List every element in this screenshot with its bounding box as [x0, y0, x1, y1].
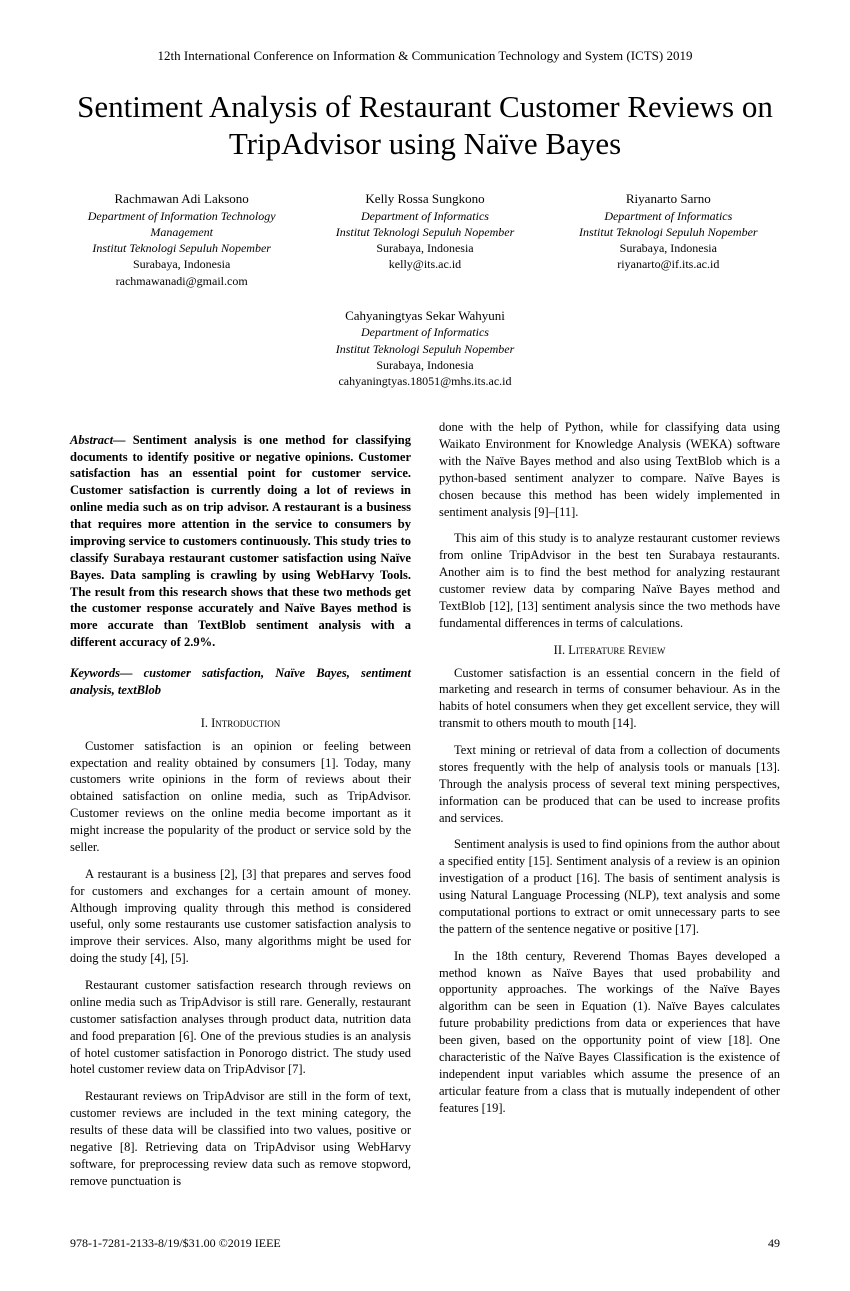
footer-isbn: 978-1-7281-2133-8/19/$31.00 ©2019 IEEE: [70, 1236, 281, 1251]
author-block-1: Rachmawan Adi Laksono Department of Info…: [70, 190, 293, 288]
paper-page: 12th International Conference on Informa…: [0, 0, 850, 1291]
two-column-body: Abstract— Sentiment analysis is one meth…: [70, 419, 780, 1199]
body-paragraph: A restaurant is a business [2], [3] that…: [70, 866, 411, 967]
body-paragraph: done with the help of Python, while for …: [439, 419, 780, 520]
abstract-text: Sentiment analysis is one method for cla…: [70, 433, 411, 650]
left-column: Abstract— Sentiment analysis is one meth…: [70, 419, 411, 1199]
author-email: cahyaningtyas.18051@mhs.its.ac.id: [308, 373, 542, 389]
author-name: Cahyaningtyas Sekar Wahyuni: [308, 307, 542, 325]
abstract-label: Abstract—: [70, 433, 126, 447]
footer-page-number: 49: [768, 1236, 780, 1251]
author-name: Riyanarto Sarno: [557, 190, 780, 208]
keywords-paragraph: Keywords— customer satisfaction, Naïve B…: [70, 665, 411, 699]
author-email: riyanarto@if.its.ac.id: [557, 256, 780, 272]
author-location: Surabaya, Indonesia: [70, 256, 293, 272]
author-email: rachmawanadi@gmail.com: [70, 273, 293, 289]
section-heading-litreview: II. Literature Review: [439, 642, 780, 659]
author-dept: Department of Informatics: [557, 208, 780, 224]
body-paragraph: Restaurant customer satisfaction researc…: [70, 977, 411, 1078]
author-block-3: Riyanarto Sarno Department of Informatic…: [557, 190, 780, 288]
author-location: Surabaya, Indonesia: [308, 357, 542, 373]
right-column: done with the help of Python, while for …: [439, 419, 780, 1199]
author-block-4: Cahyaningtyas Sekar Wahyuni Department o…: [308, 307, 542, 389]
page-footer: 978-1-7281-2133-8/19/$31.00 ©2019 IEEE 4…: [70, 1236, 780, 1251]
abstract-paragraph: Abstract— Sentiment analysis is one meth…: [70, 432, 411, 651]
body-paragraph: Sentiment analysis is used to find opini…: [439, 836, 780, 937]
author-email: kelly@its.ac.id: [313, 256, 536, 272]
body-paragraph: In the 18th century, Reverend Thomas Bay…: [439, 948, 780, 1117]
author-location: Surabaya, Indonesia: [313, 240, 536, 256]
author-inst: Institut Teknologi Sepuluh Nopember: [70, 240, 293, 256]
authors-row-top: Rachmawan Adi Laksono Department of Info…: [70, 190, 780, 288]
author-inst: Institut Teknologi Sepuluh Nopember: [557, 224, 780, 240]
body-paragraph: Restaurant reviews on TripAdvisor are st…: [70, 1088, 411, 1189]
author-dept: Department of Informatics: [308, 324, 542, 340]
author-inst: Institut Teknologi Sepuluh Nopember: [313, 224, 536, 240]
author-location: Surabaya, Indonesia: [557, 240, 780, 256]
author-block-2: Kelly Rossa Sungkono Department of Infor…: [313, 190, 536, 288]
author-name: Rachmawan Adi Laksono: [70, 190, 293, 208]
body-paragraph: This aim of this study is to analyze res…: [439, 530, 780, 631]
author-dept: Department of Informatics: [313, 208, 536, 224]
body-paragraph: Customer satisfaction is an opinion or f…: [70, 738, 411, 856]
body-paragraph: Customer satisfaction is an essential co…: [439, 665, 780, 733]
author-inst: Institut Teknologi Sepuluh Nopember: [308, 341, 542, 357]
author-dept: Department of Information Technology Man…: [70, 208, 293, 240]
authors-row-bottom: Cahyaningtyas Sekar Wahyuni Department o…: [70, 307, 780, 389]
section-heading-intro: I. Introduction: [70, 715, 411, 732]
paper-title: Sentiment Analysis of Restaurant Custome…: [70, 88, 780, 162]
author-name: Kelly Rossa Sungkono: [313, 190, 536, 208]
conference-header: 12th International Conference on Informa…: [70, 48, 780, 64]
body-paragraph: Text mining or retrieval of data from a …: [439, 742, 780, 826]
keywords-label: Keywords—: [70, 666, 133, 680]
